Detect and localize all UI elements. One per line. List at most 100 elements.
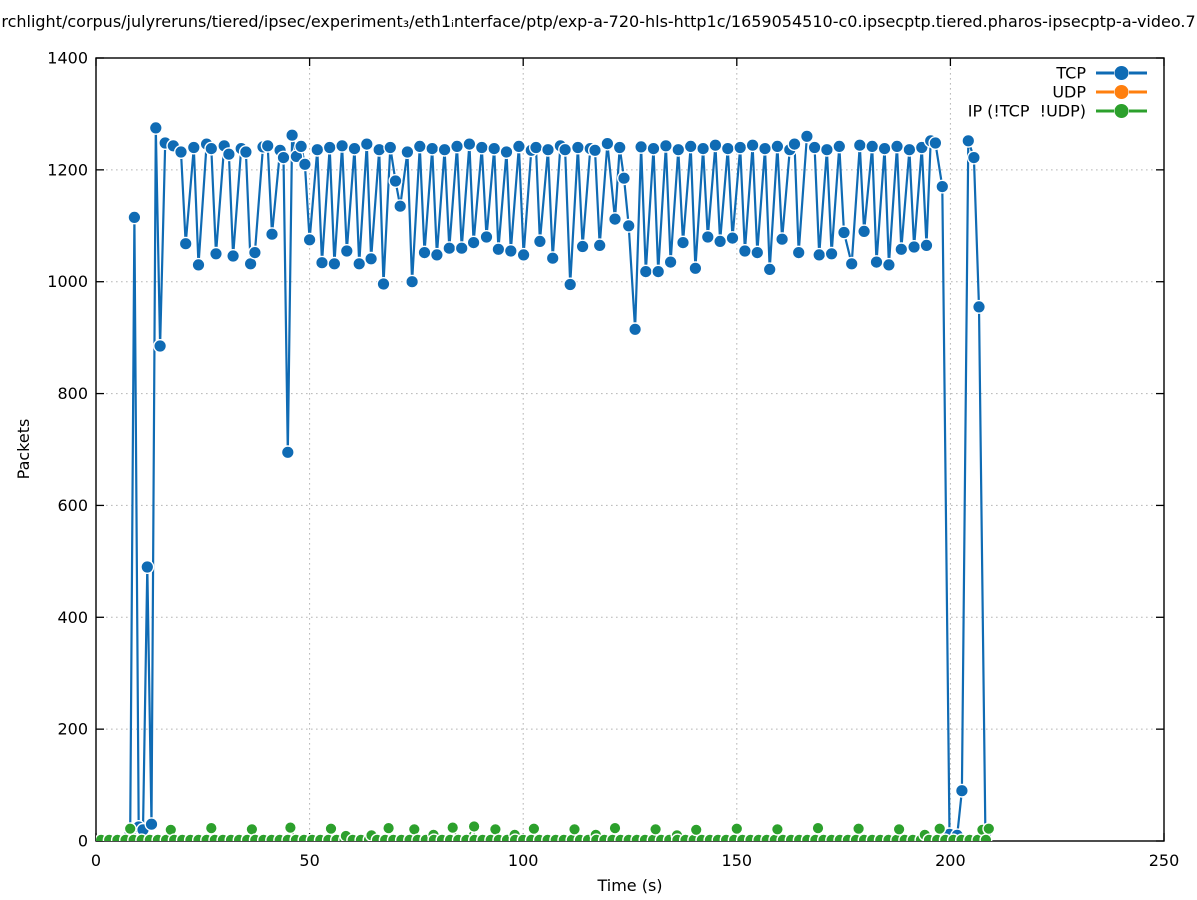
tcp-point-marker (919, 238, 934, 253)
x-tick-label: 150 (722, 851, 753, 870)
tcp-point-marker (466, 235, 481, 250)
tcp-point-marker (634, 139, 649, 154)
tcp-point-marker (238, 144, 253, 159)
tcp-point-marker (204, 141, 219, 156)
tcp-point-marker (545, 251, 560, 266)
tcp-point-marker (383, 140, 398, 155)
tcp-point-marker (503, 243, 518, 258)
tcp-point-marker (208, 246, 223, 261)
ip-point-marker (982, 822, 996, 836)
tcp-point-marker (725, 231, 740, 246)
tcp-point-marker (487, 141, 502, 156)
tcp-point-marker (621, 218, 636, 233)
ip-point-marker (527, 822, 541, 836)
tcp-point-marker (758, 141, 773, 156)
ip-point-marker (204, 821, 218, 835)
tcp-point-marker (894, 242, 909, 257)
tcp-point-marker (186, 140, 201, 155)
tcp-point-marker (588, 143, 603, 158)
legend-marker-ip (1114, 104, 1129, 118)
legend-marker-udp (1114, 85, 1129, 99)
ip-point-marker (407, 822, 421, 836)
tcp-point-marker (276, 150, 291, 165)
tcp-point-marker (315, 255, 330, 270)
tcp-point-marker (737, 243, 752, 258)
tcp-point-marker (335, 138, 350, 153)
tcp-point-marker (437, 142, 452, 157)
tcp-point-marker (787, 137, 802, 152)
y-tick-label: 800 (57, 384, 88, 403)
ip-point-marker (446, 821, 460, 835)
tcp-point-marker (454, 241, 469, 256)
tcp-point-marker (412, 139, 427, 154)
tcp-point-marker (935, 179, 950, 194)
tcp-point-marker (148, 120, 163, 135)
tcp-point-marker (442, 241, 457, 256)
y-tick-label: 400 (57, 608, 88, 627)
tcp-point-marker (405, 274, 420, 289)
tcp-point-marker (364, 251, 379, 266)
tcp-point-marker (646, 141, 661, 156)
tcp-point-marker (688, 261, 703, 276)
tcp-point-marker (352, 256, 367, 271)
tcp-point-marker (575, 239, 590, 254)
tcp-point-marker (173, 144, 188, 159)
tcp-point-marker (617, 171, 632, 186)
tcp-point-marker (376, 277, 391, 292)
tcp-point-marker (511, 139, 526, 154)
tcp-point-marker (393, 199, 408, 214)
ip-point-marker (770, 822, 784, 836)
tcp-point-marker (247, 245, 262, 260)
legend-label-udp: UDP (1052, 83, 1086, 102)
tcp-point-marker (762, 262, 777, 277)
tcp-point-marker (890, 139, 905, 154)
tcp-point-marker (877, 141, 892, 156)
tcp-point-marker (713, 234, 728, 249)
tcp-point-marker (700, 229, 715, 244)
tcp-point-marker (683, 139, 698, 154)
tcp-point-marker (479, 229, 494, 244)
ip-point-marker (979, 833, 993, 841)
ip-point-marker (730, 822, 744, 836)
tcp-point-marker (327, 256, 342, 271)
tcp-point-marker (628, 322, 643, 337)
tcp-point-marker (928, 135, 943, 150)
tcp-point-marker (812, 247, 827, 262)
tcp-point-marker (770, 139, 785, 154)
x-tick-label: 50 (299, 851, 319, 870)
x-tick-label: 250 (1149, 851, 1180, 870)
tcp-point-marker (592, 238, 607, 253)
tcp-point-marker (907, 239, 922, 254)
y-tick-label: 1000 (47, 272, 88, 291)
ip-point-marker (568, 822, 582, 836)
tcp-point-marker (852, 138, 867, 153)
tcp-point-marker (837, 225, 852, 240)
ip-point-marker (892, 822, 906, 836)
tcp-point-marker (191, 257, 206, 272)
y-tick-label: 1400 (47, 49, 88, 68)
tcp-point-marker (388, 173, 403, 188)
x-tick-label: 100 (508, 851, 539, 870)
tcp-point-marker (529, 140, 544, 155)
tcp-point-marker (450, 139, 465, 154)
tcp-point-marker (294, 139, 309, 154)
tcp-point-marker (663, 255, 678, 270)
tcp-point-marker (265, 227, 280, 242)
tcp-point-marker (651, 264, 666, 279)
tcp-point-marker (285, 128, 300, 143)
ip-point-marker (382, 821, 396, 835)
tcp-point-marker (696, 141, 711, 156)
ip-point-marker (608, 821, 622, 835)
tcp-point-marker (425, 141, 440, 156)
tcp-point-marker (260, 138, 275, 153)
tcp-point-marker (541, 142, 556, 157)
y-tick-label: 600 (57, 496, 88, 515)
ip-point-marker (933, 822, 947, 836)
tcp-point-marker (322, 140, 337, 155)
tcp-point-marker (799, 129, 814, 144)
tcp-point-marker (372, 142, 387, 157)
tcp-point-marker (429, 247, 444, 262)
tcp-point-marker (775, 232, 790, 247)
tcp-point-marker (359, 137, 374, 152)
